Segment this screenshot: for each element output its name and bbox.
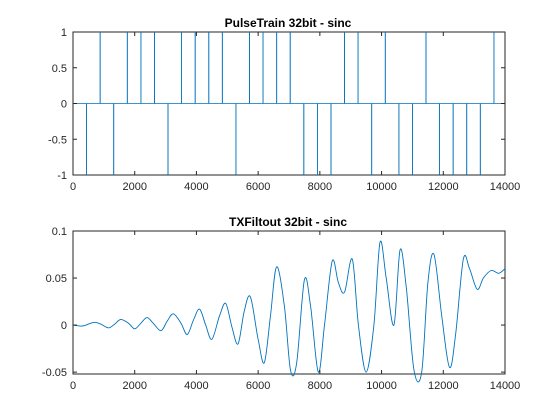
txfiltout-x-tick-label: 10000 (366, 380, 397, 392)
txfiltout-x-axis: 0 2000 4000 6000 8000 10000 12000 14000 (70, 231, 520, 392)
pulse-train-x-tick-label: 6000 (246, 181, 270, 193)
txfiltout-y-tick-label: 0 (61, 320, 67, 332)
pulse-train-series-line (73, 32, 505, 175)
txfiltout-x-tick-label: 8000 (308, 380, 332, 392)
txfiltout-x-tick-label: 6000 (246, 380, 270, 392)
pulse-train-x-tick-label: 0 (70, 181, 76, 193)
pulse-train-y-tick-label: 0 (61, 99, 67, 111)
txfiltout-y-tick-label: 0.05 (46, 273, 67, 285)
pulse-train-y-axis: -1 -0.5 0 0.5 1 (48, 27, 505, 182)
txfiltout-y-tick-label: -0.05 (42, 367, 67, 379)
txfiltout-title: TXFiltout 32bit - sinc (229, 215, 347, 229)
pulse-train-x-tick-label: 12000 (428, 181, 459, 193)
txfiltout-series-line (72, 240, 506, 383)
pulse-train-y-tick-label: 1 (61, 27, 67, 39)
txfiltout-x-tick-label: 14000 (490, 380, 521, 392)
pulse-train-y-tick-label: -0.5 (48, 134, 67, 146)
txfiltout-x-tick-label: 12000 (428, 380, 459, 392)
txfiltout-x-tick-label: 2000 (122, 380, 146, 392)
txfiltout-x-tick-label: 0 (70, 380, 76, 392)
txfiltout-x-tick-label: 4000 (184, 380, 208, 392)
txfiltout-plot-box (72, 230, 506, 375)
txfiltout-series (72, 240, 506, 383)
pulse-train-y-tick-label: -1 (57, 170, 67, 182)
pulse-train-x-tick-label: 2000 (122, 181, 146, 193)
pulse-train-x-tick-label: 14000 (490, 181, 521, 193)
pulse-train-x-axis: 0 2000 4000 6000 8000 10000 12000 14000 (70, 32, 520, 193)
txfiltout-axes: TXFiltout 32bit - sinc 0 2000 4000 6000 8000… (42, 215, 520, 392)
pulse-train-y-tick-label: 0.5 (52, 63, 67, 75)
pulse-train-title: PulseTrain 32bit - sinc (225, 16, 352, 30)
pulse-train-x-tick-label: 4000 (184, 181, 208, 193)
pulse-train-axes: PulseTrain 32bit - sinc 0 2000 4000 6000 800… (48, 16, 520, 193)
pulse-train-x-tick-label: 8000 (308, 181, 332, 193)
pulse-train-series (73, 32, 505, 175)
txfiltout-y-axis: -0.05 0 0.05 0.1 (42, 226, 505, 379)
pulse-train-x-tick-label: 10000 (366, 181, 397, 193)
txfiltout-y-tick-label: 0.1 (52, 226, 67, 238)
